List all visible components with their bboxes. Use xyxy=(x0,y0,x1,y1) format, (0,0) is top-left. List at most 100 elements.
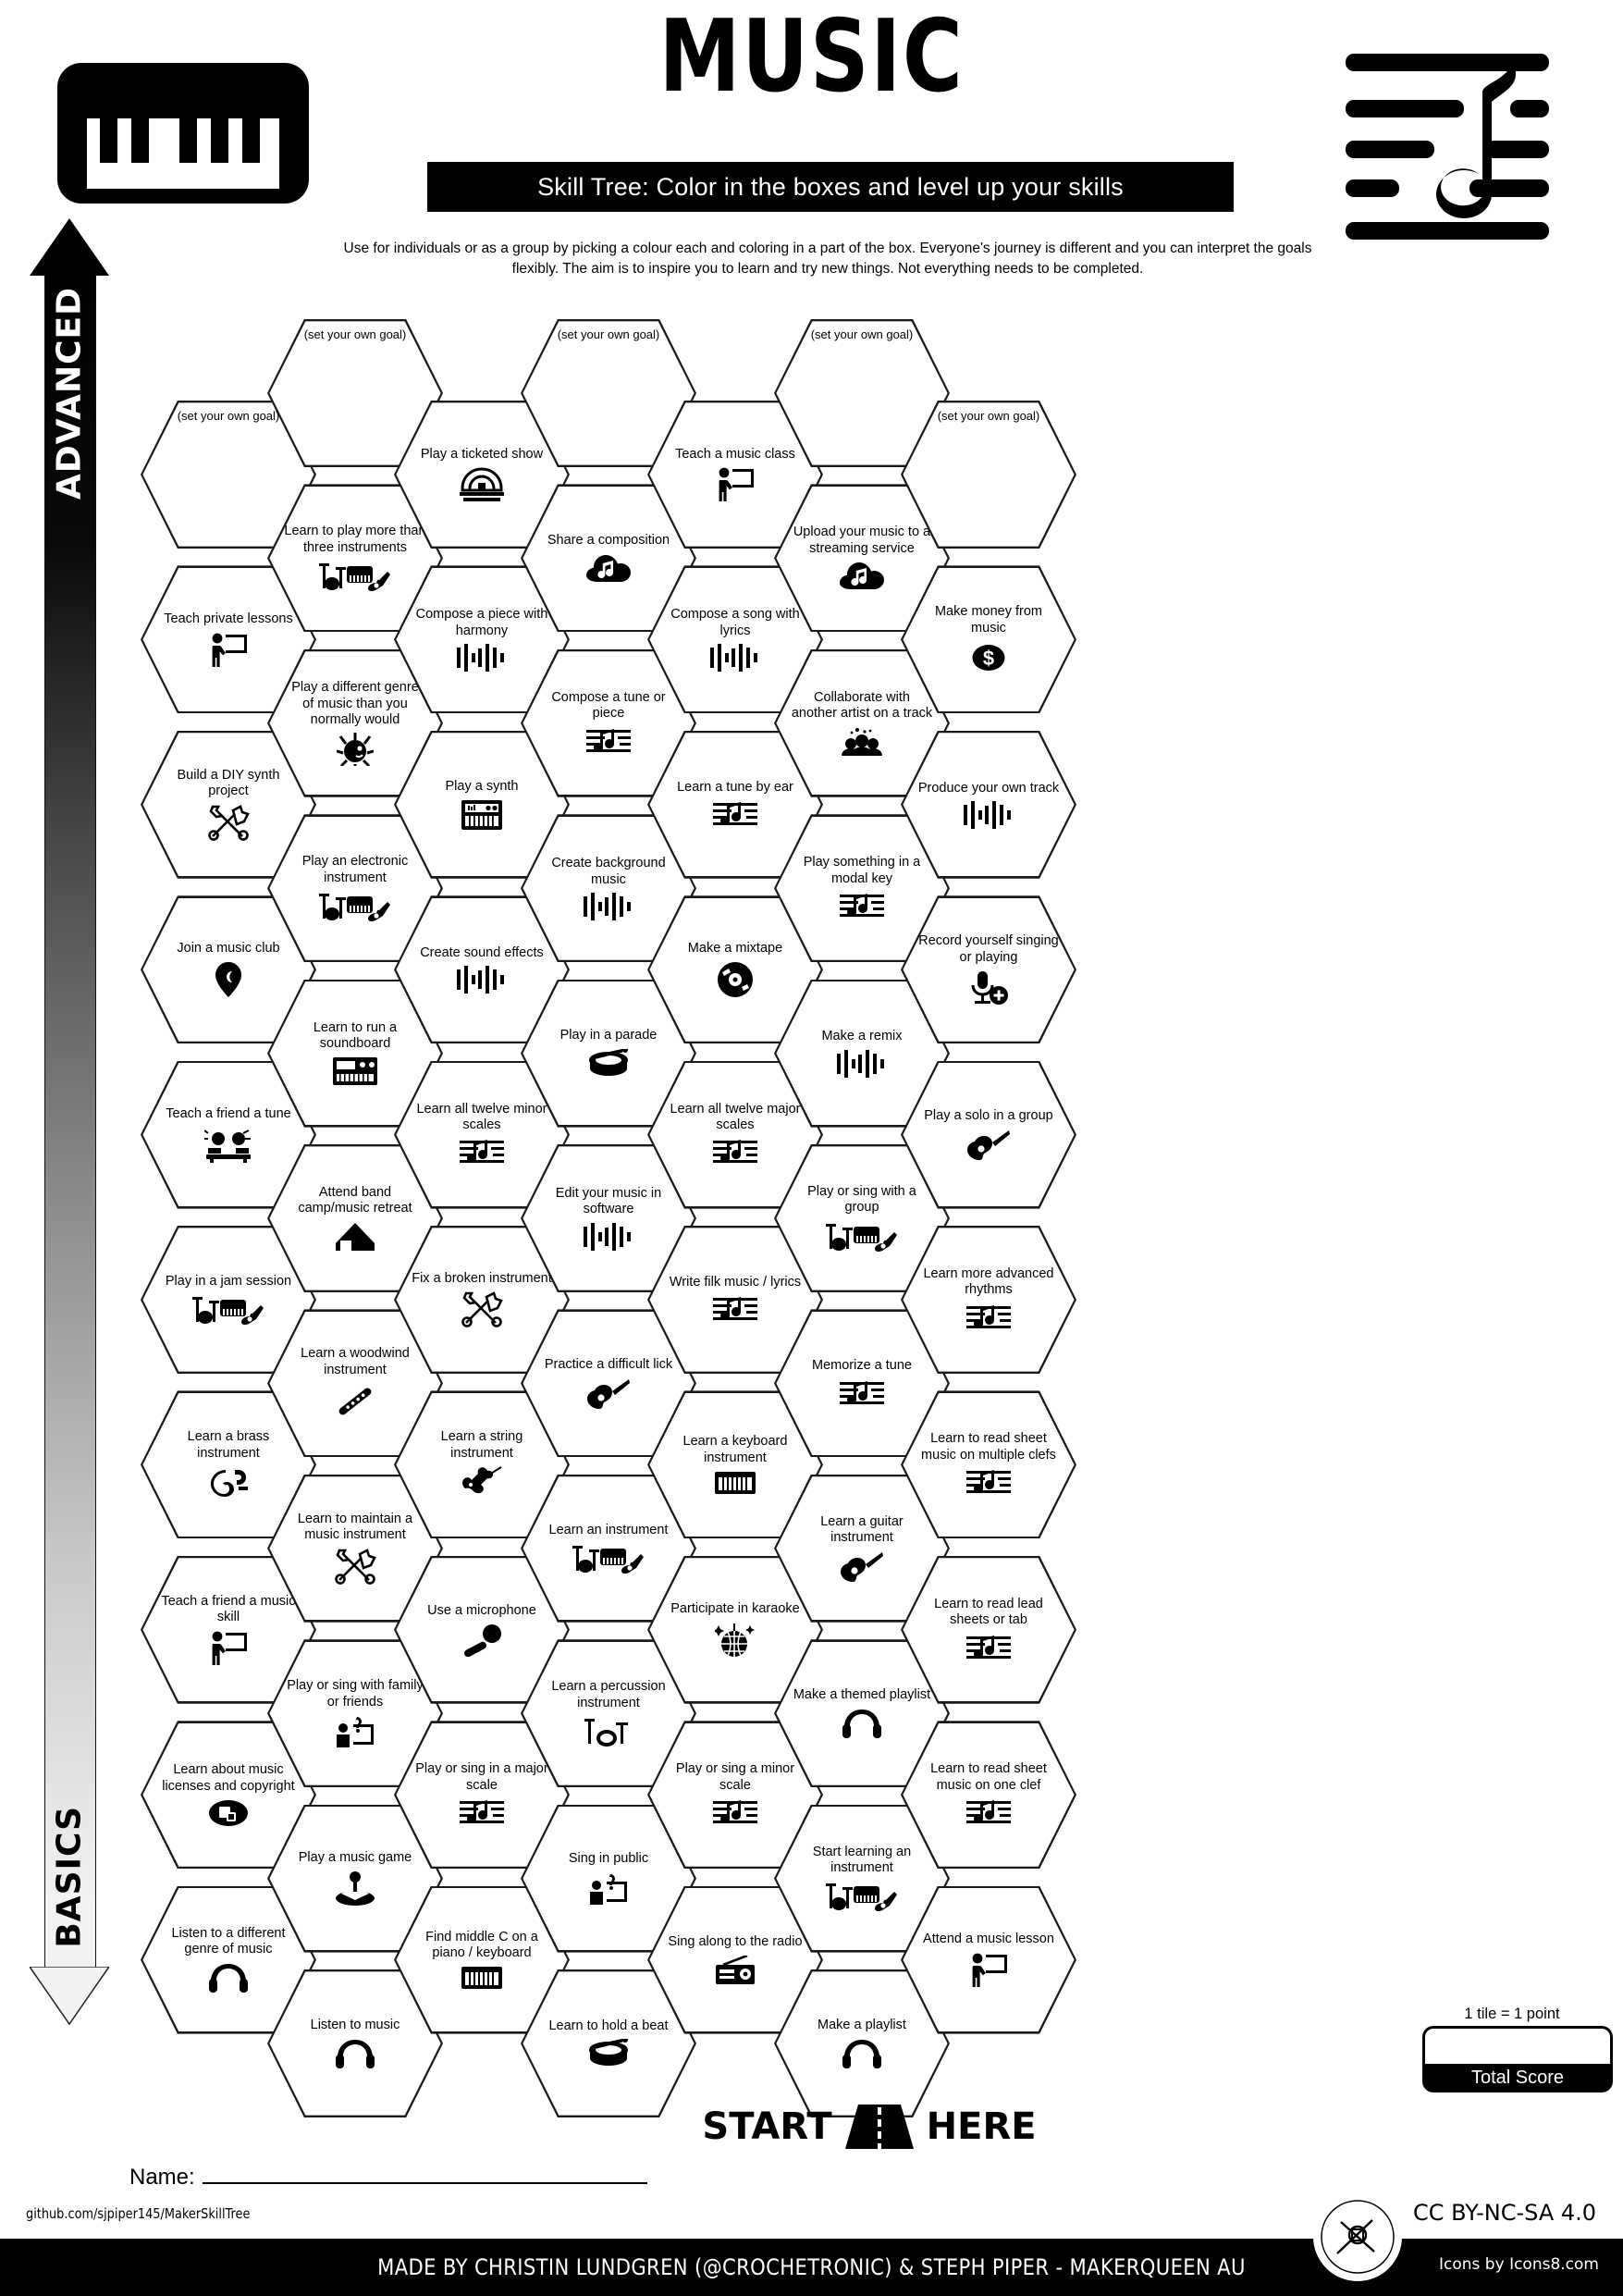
skill-tile-label: Make a themed playlist xyxy=(793,1686,931,1702)
total-score-box[interactable]: Total Score xyxy=(1422,2026,1613,2092)
skill-tile[interactable]: Play a ticketed show xyxy=(394,401,570,549)
two-people-icon xyxy=(203,1128,252,1163)
skill-tile-label: Fix a broken instrument xyxy=(412,1270,552,1286)
skill-tile-label: Record yourself singing or playing xyxy=(918,933,1059,965)
skill-tile-label: Learn more advanced rhythms xyxy=(923,1266,1054,1298)
band-icon xyxy=(825,1881,898,1912)
skill-tile-label: Share a composition xyxy=(547,533,670,549)
skill-tile-label: Learn all twelve major scales xyxy=(670,1101,801,1133)
tools-icon xyxy=(334,1548,376,1586)
skill-tile-label: Use a microphone xyxy=(427,1602,536,1618)
total-score-input[interactable] xyxy=(1425,2029,1610,2064)
skill-tile-label: Upload your music to a streaming service xyxy=(793,525,931,556)
percussion-icon xyxy=(583,1716,634,1747)
icons8-credit: Icons by Icons8.com xyxy=(1439,2255,1599,2274)
maker-badge-icon xyxy=(1313,2192,1402,2281)
skill-tile-label: Listen to a different genre of music xyxy=(171,1925,286,1957)
waveform-icon xyxy=(583,893,634,921)
skill-tile[interactable]: Produce your own track xyxy=(901,730,1076,879)
svg-text:$: $ xyxy=(983,647,994,670)
band-icon xyxy=(825,1221,898,1253)
skill-tile[interactable]: Learn to read sheet music on one clef xyxy=(901,1721,1076,1870)
amphitheatre-icon xyxy=(459,467,504,502)
subtitle-banner: Skill Tree: Color in the boxes and level… xyxy=(427,162,1234,212)
skill-tile[interactable]: Learn to read lead sheets or tab xyxy=(901,1555,1076,1704)
skill-tile-label: Write filk music / lyrics xyxy=(669,1274,802,1290)
band-icon xyxy=(572,1543,645,1574)
skill-tile[interactable]: Play a solo in a group xyxy=(901,1060,1076,1209)
skill-tile[interactable]: Record yourself singing or playing xyxy=(901,895,1076,1044)
skill-tile[interactable]: Find middle C on a piano / keyboard xyxy=(394,1885,570,2034)
skill-tile[interactable]: Attend a music lesson xyxy=(901,1885,1076,2034)
skill-tile-label: Memorize a tune xyxy=(811,1358,912,1374)
license-text: CC BY-NC-SA 4.0 xyxy=(1413,2200,1597,2226)
skill-tile-label: Make a playlist xyxy=(818,2017,906,2032)
sheet-music-icon xyxy=(965,1634,1011,1663)
skill-tile-label: (set your own goal) xyxy=(937,409,1040,424)
skill-tile[interactable]: Learn all twelve minor scales xyxy=(394,1060,570,1209)
skill-tile-label: Play a solo in a group xyxy=(924,1108,1053,1124)
headphones-icon xyxy=(208,1962,248,1994)
total-score-label: Total Score xyxy=(1470,2068,1565,2088)
sheet-music-icon xyxy=(965,1468,1011,1498)
sheet-music-icon xyxy=(839,1379,884,1409)
skill-tile[interactable]: Learn to read sheet music on multiple cl… xyxy=(901,1390,1076,1539)
band-icon xyxy=(318,561,391,592)
keyboard-icon xyxy=(461,1966,503,1990)
skill-tile-label: Learn a tune by ear xyxy=(677,779,793,795)
skill-tile-label: Play a music game xyxy=(298,1850,412,1866)
french-horn-icon xyxy=(207,1466,250,1500)
keyboard-icon xyxy=(714,1471,756,1495)
skill-tile-label: Join a music club xyxy=(177,940,280,956)
skill-tile-label: Start learning an instrument xyxy=(812,1844,912,1876)
presenter-icon xyxy=(588,1872,629,1906)
sheet-music-icon xyxy=(712,1295,757,1325)
tile-points-note: 1 tile = 1 point xyxy=(1464,2006,1560,2022)
page-title: MUSIC xyxy=(658,0,965,115)
name-input-line[interactable] xyxy=(202,2162,647,2184)
skill-tile-label: Compose a piece with harmony xyxy=(415,607,548,638)
skill-tile-label: Play a synth xyxy=(445,778,519,794)
skill-tile-label: Sing in public xyxy=(568,1851,649,1867)
teacher-icon xyxy=(208,633,249,668)
punk-icon xyxy=(336,733,374,767)
skill-tile-label: Compose a song with lyrics xyxy=(670,607,800,638)
skill-tile[interactable]: Make money from music $ xyxy=(901,565,1076,714)
sheet-music-icon xyxy=(712,800,757,830)
skill-tile-label: Learn a keyboard instrument xyxy=(682,1434,788,1465)
guitar-icon xyxy=(586,1378,631,1410)
skill-tile-label: Attend a music lesson xyxy=(923,1932,1054,1947)
skill-tile-label: Teach a friend a tune xyxy=(166,1106,291,1122)
skill-tile-label: Edit your music in software xyxy=(555,1186,662,1217)
skill-tile[interactable]: Listen to music xyxy=(267,1969,443,2117)
skill-tile-label: Make money from music xyxy=(934,604,1042,636)
waveform-icon xyxy=(836,1049,888,1078)
skill-tile-label: Learn all twelve minor scales xyxy=(416,1101,547,1133)
skill-tile-label: (set your own goal) xyxy=(303,327,407,342)
headphones-icon xyxy=(335,2038,375,2069)
dollar-icon: $ xyxy=(972,641,1005,674)
skill-tile-label: Learn an instrument xyxy=(548,1522,669,1537)
skill-tile[interactable]: Play in a parade xyxy=(521,979,696,1128)
waveform-icon xyxy=(456,966,508,994)
name-field-row[interactable]: Name: xyxy=(129,2162,647,2191)
skill-tile-label: Learn a percussion instrument xyxy=(551,1679,666,1710)
skill-tile-label: Find middle C on a piano / keyboard xyxy=(425,1929,538,1961)
music-note-logo-icon xyxy=(1346,48,1549,240)
skill-tile[interactable]: (set your own goal) xyxy=(901,401,1076,549)
skill-tile-label: Learn to read lead sheets or tab xyxy=(934,1596,1043,1628)
skill-tile-label: Attend band camp/music retreat xyxy=(298,1185,412,1216)
skill-tile-label: Produce your own track xyxy=(917,780,1060,796)
skill-tile[interactable]: Learn more advanced rhythms xyxy=(901,1226,1076,1374)
skill-tile-label: (set your own goal) xyxy=(557,327,660,342)
guitar-icon xyxy=(840,1551,884,1583)
skill-tile-label: (set your own goal) xyxy=(177,409,280,424)
skill-tile-label: (set your own goal) xyxy=(810,327,914,342)
skill-tile-label: Sing along to the radio xyxy=(668,1934,803,1950)
skill-tile-label: Play a ticketed show xyxy=(420,446,544,462)
skill-tile-label: Learn a woodwind instrument xyxy=(301,1346,410,1377)
drum-icon xyxy=(587,1048,630,1079)
band-icon xyxy=(318,891,391,922)
skill-tile[interactable]: Use a microphone xyxy=(394,1555,570,1704)
